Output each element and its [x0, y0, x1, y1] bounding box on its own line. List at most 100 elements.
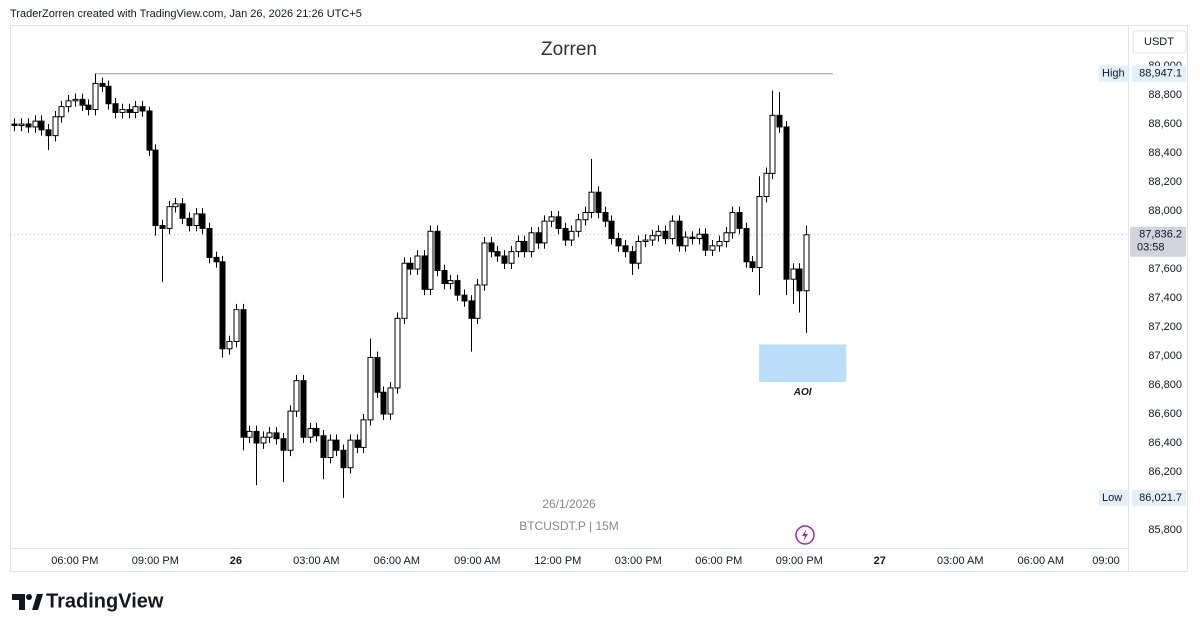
- candle-body: [119, 109, 126, 113]
- candle-body: [790, 268, 797, 280]
- plot: AOI: [10, 73, 1128, 498]
- candle-body: [783, 126, 790, 280]
- candle-body: [763, 172, 770, 198]
- candle-body: [414, 255, 421, 270]
- candle-body: [253, 430, 260, 444]
- x-tick-label: 03:00 AM: [293, 555, 339, 567]
- candle-body: [172, 203, 179, 208]
- y-tick-label: 86,800: [1148, 379, 1182, 391]
- candle-body: [803, 234, 810, 292]
- currency-box: [1132, 30, 1187, 54]
- candle-body: [501, 255, 508, 264]
- candle-body: [105, 85, 112, 105]
- y-tick-label: 86,200: [1148, 466, 1182, 478]
- candle-body: [769, 114, 776, 174]
- alert-icon: [795, 525, 815, 545]
- last-price-label: 87,836.2: [1139, 229, 1182, 241]
- candle-body: [226, 341, 233, 350]
- candle-body: [287, 410, 294, 451]
- chart-frame: [10, 25, 1188, 572]
- candle-body: [622, 245, 629, 253]
- y-tick-label: 87,000: [1148, 350, 1182, 362]
- candle-body: [602, 211, 609, 222]
- candle-body: [401, 262, 408, 319]
- x-tick-label: 09:00 PM: [132, 555, 179, 567]
- y-tick-label: 88,200: [1148, 176, 1182, 188]
- candle-body: [112, 103, 119, 113]
- candle-body: [796, 268, 803, 292]
- candle-body: [535, 232, 542, 244]
- candle-body: [246, 430, 253, 438]
- chart-title: Zorren: [541, 39, 597, 60]
- candle-body: [743, 227, 750, 263]
- candle-body: [25, 123, 32, 128]
- y-tick-label: 88,400: [1148, 147, 1182, 159]
- candle-body: [199, 213, 206, 229]
- candle-body: [682, 236, 689, 247]
- low-name: Low: [1102, 492, 1122, 504]
- candle-body: [374, 356, 381, 393]
- candle-body: [702, 233, 709, 251]
- logo-mark: [12, 594, 25, 610]
- candle-body: [32, 120, 39, 128]
- candle-body: [736, 211, 743, 229]
- candle-body: [307, 428, 314, 438]
- candle-body: [146, 110, 153, 151]
- candle-body: [723, 232, 730, 242]
- candle-body: [387, 387, 394, 415]
- candle-body: [327, 439, 334, 459]
- y-tick-label: 86,600: [1148, 408, 1182, 420]
- watermark-date: 26/1/2026: [542, 497, 596, 511]
- candle-body: [474, 284, 481, 319]
- x-tick-label: 27: [874, 555, 886, 567]
- high-name: High: [1102, 68, 1125, 80]
- candle-body: [240, 309, 247, 438]
- header: TraderZorren created with TradingView.co…: [10, 8, 362, 20]
- high-value: 88,947.1: [1139, 68, 1182, 80]
- candle-body: [709, 245, 716, 251]
- candle-body: [354, 439, 361, 448]
- candle-body: [206, 227, 213, 258]
- candle-body: [689, 236, 696, 240]
- x-tick-label: 03:00 PM: [615, 555, 662, 567]
- candle-body: [179, 203, 186, 219]
- candle-body: [608, 220, 615, 240]
- candle-body: [18, 123, 25, 126]
- candle-body: [421, 255, 428, 290]
- y-tick-label: 86,400: [1148, 437, 1182, 449]
- candle-body: [629, 251, 636, 264]
- candle-body: [481, 242, 488, 286]
- candle-body: [72, 98, 79, 102]
- candle-body: [159, 225, 166, 229]
- aoi-box: [759, 344, 847, 383]
- candle-body: [333, 439, 340, 451]
- y-tick-label: 88,600: [1148, 118, 1182, 130]
- candle-body: [58, 106, 65, 118]
- candle-body: [360, 419, 367, 448]
- candle-body: [575, 219, 582, 232]
- candle-body: [65, 100, 72, 108]
- candle-body: [213, 256, 220, 263]
- x-tick-label: 26: [230, 555, 242, 567]
- y-tick-label: 87,600: [1148, 263, 1182, 275]
- candle-body: [521, 240, 528, 253]
- candle-body: [434, 230, 441, 271]
- candle-body: [508, 251, 515, 264]
- candle-body: [126, 109, 133, 113]
- x-tick-label: 06:00 PM: [51, 555, 98, 567]
- y-tick-label: 88,000: [1148, 205, 1182, 217]
- candle-body: [139, 106, 146, 112]
- y-tick-label: 88,800: [1148, 89, 1182, 101]
- x-tick-label: 06:00 AM: [374, 555, 420, 567]
- candle-body: [441, 269, 448, 285]
- last-price-box: [1130, 226, 1186, 257]
- candle-body: [293, 380, 300, 412]
- candle-body: [649, 235, 656, 241]
- currency: USDT: [1144, 36, 1174, 48]
- candle-body: [79, 98, 86, 106]
- candle-body: [756, 196, 763, 269]
- x-tick-label: 09:00 AM: [454, 555, 500, 567]
